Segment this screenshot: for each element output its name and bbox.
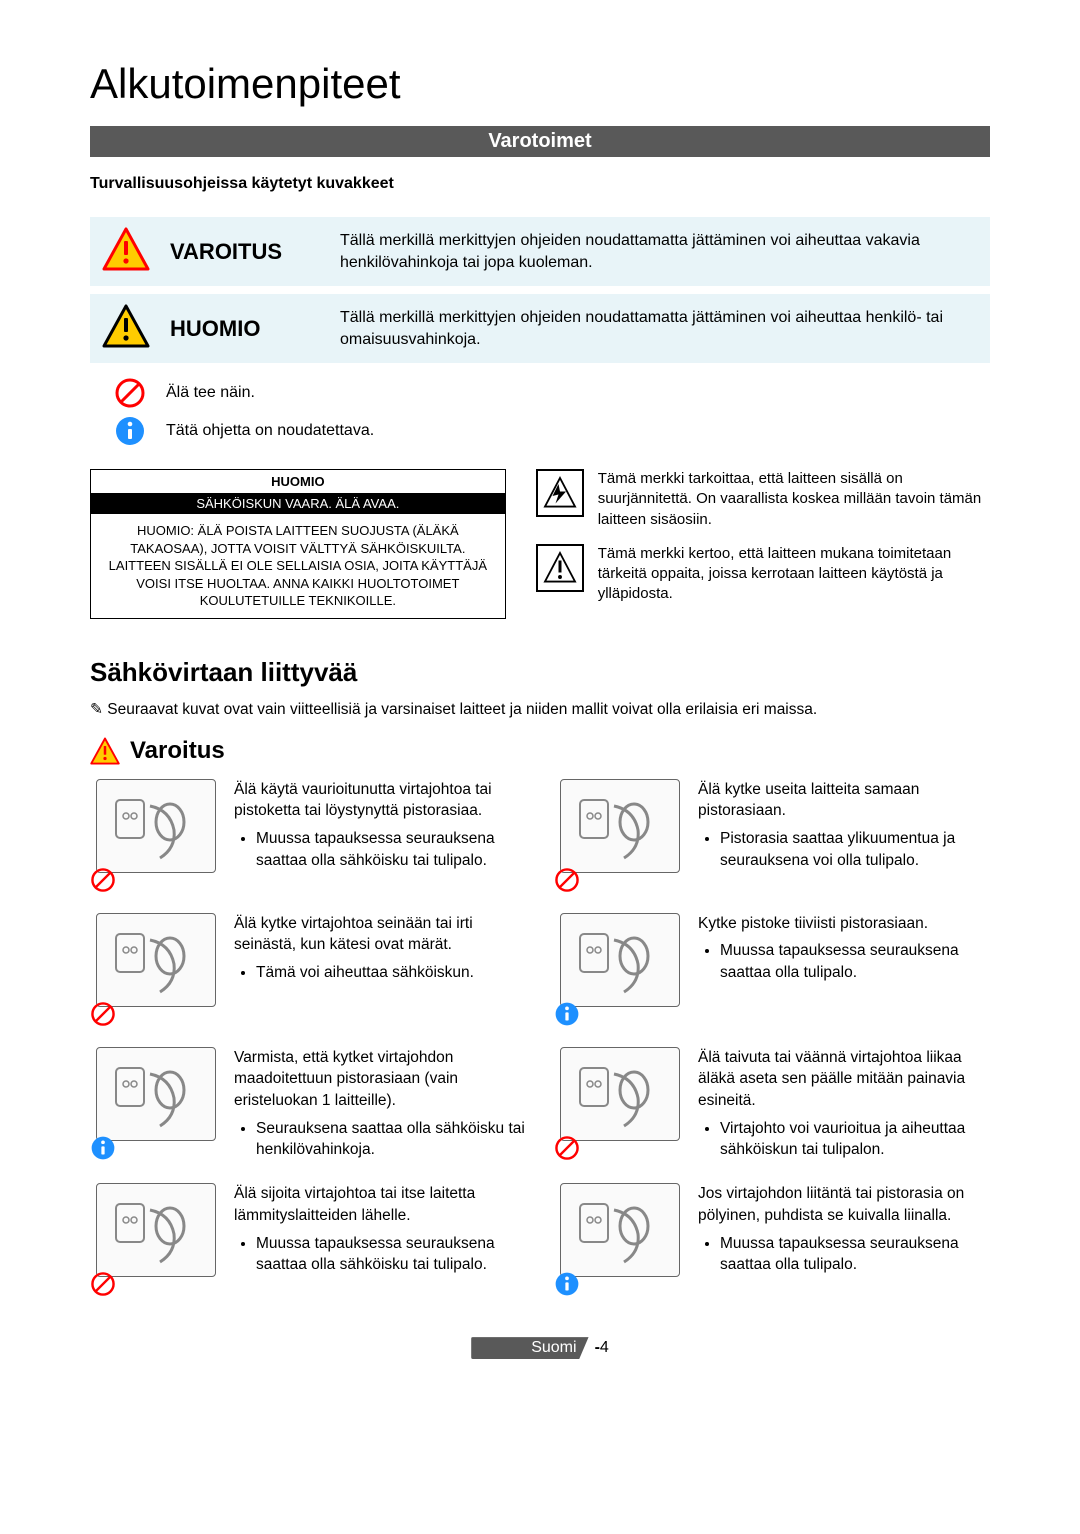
warning-illustration [554,779,684,893]
warning-text: Varmista, että kytket virtajohdon maadoi… [234,1047,526,1163]
warning-main: Jos virtajohdon liitäntä tai pistorasia … [698,1183,990,1226]
warning-item: Älä kytke virtajohtoa seinään tai irti s… [90,913,526,1027]
symbol-text: Tämä merkki tarkoittaa, että laitteen si… [598,469,990,530]
prohibit-icon [90,1001,116,1027]
plug-sketch-icon [570,1054,670,1134]
warning-text: Älä kytke virtajohtoa seinään tai irti s… [234,913,526,986]
symbol-row-manual: Tämä merkki kertoo, että laitteen mukana… [536,544,990,605]
footer-page-sep: - [589,1339,600,1357]
warning-bullet: Virtajohto voi vaurioitua ja aiheuttaa s… [720,1118,990,1161]
plug-sketch-icon [570,1190,670,1270]
footer-lang: Suomi [471,1337,588,1359]
legend-row-prohibit: Älä tee näin. [114,377,990,409]
manual-triangle-icon [536,544,584,592]
prohibit-icon [554,867,580,893]
symbol-text: Tämä merkki kertoo, että laitteen mukana… [598,544,990,605]
warning-bullet: Muussa tapauksessa seurauksena saattaa o… [256,1233,526,1276]
plug-sketch-icon [106,786,206,866]
icon-desc: Tällä merkillä merkittyjen ohjeiden noud… [332,294,990,363]
warning-item: Älä kytke useita laitteita samaan pistor… [554,779,990,893]
page-title: Alkutoimenpiteet [90,60,990,108]
warning-text: Älä kytke useita laitteita samaan pistor… [698,779,990,874]
icon-label: HUOMIO [162,294,332,363]
warning-illustration [554,913,684,1027]
warning-text: Jos virtajohdon liitäntä tai pistorasia … [698,1183,990,1278]
warning-main: Älä kytke virtajohtoa seinään tai irti s… [234,913,526,956]
warning-bullet: Tämä voi aiheuttaa sähköiskun. [256,962,526,984]
warning-text: Älä käytä vaurioitunutta virtajohtoa tai… [234,779,526,874]
warning-main: Kytke pistoke tiiviisti pistorasiaan. [698,913,990,935]
legend-text: Älä tee näin. [166,384,255,402]
warning-item: Kytke pistoke tiiviisti pistorasiaan. Mu… [554,913,990,1027]
plug-sketch-icon [570,920,670,1000]
warning-illustration [90,779,220,893]
warning-main: Älä taivuta tai väännä virtajohtoa liika… [698,1047,990,1112]
warning-illustration [90,1047,220,1161]
warning-item: Varmista, että kytket virtajohdon maadoi… [90,1047,526,1163]
warning-text: Älä taivuta tai väännä virtajohtoa liika… [698,1047,990,1163]
warning-triangle-icon [90,737,120,765]
section-note: Seuraavat kuvat ovat vain viitteellisiä … [90,700,990,719]
page-footer: Suomi - 4 [90,1337,990,1359]
info-icon [90,1135,116,1161]
warning-illustration [554,1183,684,1297]
icon-label: VAROITUS [162,217,332,286]
plug-sketch-icon [106,1054,206,1134]
caution-box: HUOMIO SÄHKÖISKUN VAARA. ÄLÄ AVAA. HUOMI… [90,469,506,619]
warning-bullet: Seurauksena saattaa olla sähköisku tai h… [256,1118,526,1161]
warning-illustration [554,1047,684,1161]
warning-illustration [90,1183,220,1297]
section-title: Sähkövirtaan liittyvää [90,657,990,688]
caution-box-title: HUOMIO [91,470,505,493]
warning-item: Jos virtajohdon liitäntä tai pistorasia … [554,1183,990,1297]
warnings-grid: Älä käytä vaurioitunutta virtajohtoa tai… [90,779,990,1297]
warning-item: Älä käytä vaurioitunutta virtajohtoa tai… [90,779,526,893]
varoitus-heading: Varoitus [90,737,990,765]
warning-bullet: Muussa tapauksessa seurauksena saattaa o… [256,828,526,871]
warning-illustration [90,913,220,1027]
footer-page: 4 [600,1339,609,1356]
caution-box-body: HUOMIO: ÄLÄ POISTA LAITTEEN SUOJUSTA (ÄL… [91,514,505,618]
warning-main: Varmista, että kytket virtajohdon maadoi… [234,1047,526,1112]
warning-bullet: Muussa tapauksessa seurauksena saattaa o… [720,1233,990,1276]
plug-sketch-icon [106,1190,206,1270]
plug-sketch-icon [106,920,206,1000]
icon-row-warning: VAROITUS Tällä merkillä merkittyjen ohje… [90,217,990,286]
prohibit-icon [554,1135,580,1161]
symbol-row-voltage: Tämä merkki tarkoittaa, että laitteen si… [536,469,990,530]
info-icon [554,1271,580,1297]
icon-table: VAROITUS Tällä merkillä merkittyjen ohje… [90,209,990,371]
varoitus-heading-text: Varoitus [130,737,225,765]
warning-main: Älä kytke useita laitteita samaan pistor… [698,779,990,822]
warning-text: Älä sijoita virtajohtoa tai itse laitett… [234,1183,526,1278]
info-icon [114,415,146,447]
warning-item: Älä taivuta tai väännä virtajohtoa liika… [554,1047,990,1163]
prohibit-icon [90,1271,116,1297]
warning-bullet: Muussa tapauksessa seurauksena saattaa o… [720,940,990,983]
warning-bullet: Pistorasia saattaa ylikuumentua ja seura… [720,828,990,871]
caution-box-bar: SÄHKÖISKUN VAARA. ÄLÄ AVAA. [91,493,505,514]
warning-triangle-icon [102,227,150,271]
warning-item: Älä sijoita virtajohtoa tai itse laitett… [90,1183,526,1297]
caution-triangle-icon [102,304,150,348]
legend-text: Tätä ohjetta on noudatettava. [166,422,374,440]
warning-main: Älä sijoita virtajohtoa tai itse laitett… [234,1183,526,1226]
legend-row-info: Tätä ohjetta on noudatettava. [114,415,990,447]
voltage-triangle-icon [536,469,584,517]
icon-desc: Tällä merkillä merkittyjen ohjeiden noud… [332,217,990,286]
section-banner: Varotoimet [90,126,990,157]
prohibit-icon [114,377,146,409]
info-icon [554,1001,580,1027]
warning-main: Älä käytä vaurioitunutta virtajohtoa tai… [234,779,526,822]
plug-sketch-icon [570,786,670,866]
warning-text: Kytke pistoke tiiviisti pistorasiaan. Mu… [698,913,990,986]
icons-subhead: Turvallisuusohjeissa käytetyt kuvakkeet [90,175,990,193]
icon-row-caution: HUOMIO Tällä merkillä merkittyjen ohjeid… [90,294,990,363]
prohibit-icon [90,867,116,893]
